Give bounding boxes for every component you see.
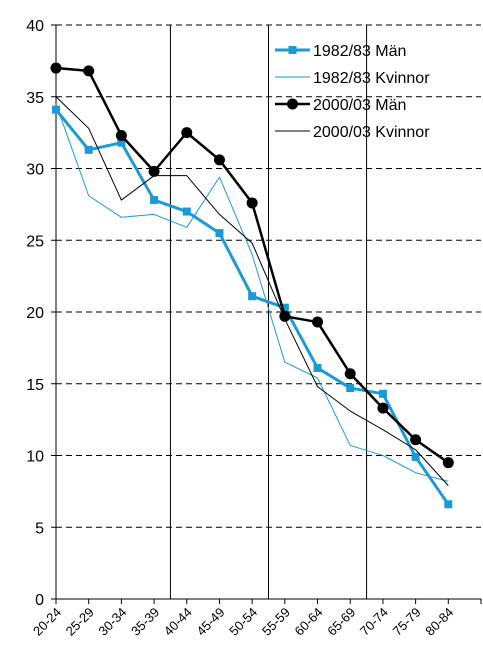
x-tick-label: 70-74 <box>357 605 391 639</box>
x-tick-label: 45-49 <box>193 605 227 639</box>
data-point-marker <box>444 500 453 509</box>
series-line-1 <box>55 103 449 482</box>
data-point-marker <box>442 457 454 469</box>
data-point-marker <box>215 229 224 238</box>
legend-label-0: 1982/83 Män <box>313 43 406 60</box>
data-point-marker <box>411 452 420 461</box>
data-point-marker <box>377 402 389 414</box>
legend-marker-0 <box>288 46 297 54</box>
x-tick-label: 50-54 <box>226 605 260 639</box>
x-tick-label: 25-29 <box>63 605 97 639</box>
data-point-marker <box>246 197 258 209</box>
data-point-marker <box>148 165 160 177</box>
x-tick-label: 35-39 <box>128 605 162 639</box>
data-point-marker <box>410 434 422 446</box>
data-point-marker <box>213 154 225 166</box>
x-tick-label: 55-59 <box>259 605 293 639</box>
legend-label-2: 2000/03 Män <box>313 97 406 114</box>
data-point-marker <box>83 65 95 77</box>
y-tick-label: 10 <box>26 449 44 466</box>
data-point-marker <box>117 138 126 147</box>
legend-label-3: 2000/03 Kvinnor <box>313 124 430 141</box>
data-point-marker <box>248 292 257 301</box>
x-tick-label: 40-44 <box>161 605 195 639</box>
legend: 1982/83 Män 1982/83 Kvinnor 2000/03 Män 200… <box>275 43 430 141</box>
x-tick-label: 20-24 <box>30 605 64 639</box>
y-tick-label: 35 <box>26 90 44 107</box>
data-point-marker <box>313 363 322 372</box>
y-tick-label: 5 <box>35 520 44 537</box>
y-tick-label: 30 <box>26 162 44 179</box>
data-point-marker <box>280 303 289 312</box>
data-point-marker <box>115 129 127 141</box>
data-point-marker <box>344 368 356 380</box>
data-point-marker <box>182 207 191 216</box>
y-tick-label: 40 <box>26 18 44 35</box>
data-point-marker <box>346 384 355 393</box>
grid-layer <box>56 24 481 599</box>
x-tick-label: 65-69 <box>324 605 358 639</box>
data-point-marker <box>378 389 387 398</box>
y-tick-label: 20 <box>26 305 44 322</box>
data-point-marker <box>84 145 93 154</box>
series-layer <box>50 62 454 509</box>
data-point-marker <box>150 196 159 205</box>
y-tick-label: 0 <box>35 592 44 609</box>
data-point-marker <box>52 105 60 114</box>
axis-layer: 0 5 10 15 20 25 30 35 40 20-2425-2930-3435-3940-4… <box>26 18 482 639</box>
legend-marker-2 <box>287 98 298 110</box>
x-tick-label: 75-79 <box>390 605 424 639</box>
x-tick-label: 30-34 <box>95 605 129 639</box>
y-tick-label: 15 <box>26 377 44 394</box>
data-point-marker <box>312 316 324 328</box>
legend-label-1: 1982/83 Kvinnor <box>313 70 430 87</box>
data-point-marker <box>50 62 62 74</box>
x-tick-label: 80-84 <box>422 605 456 639</box>
x-tick-label: 60-64 <box>292 605 326 639</box>
y-tick-label: 25 <box>26 233 44 250</box>
series-line-3 <box>55 96 449 486</box>
data-point-marker <box>181 127 193 139</box>
